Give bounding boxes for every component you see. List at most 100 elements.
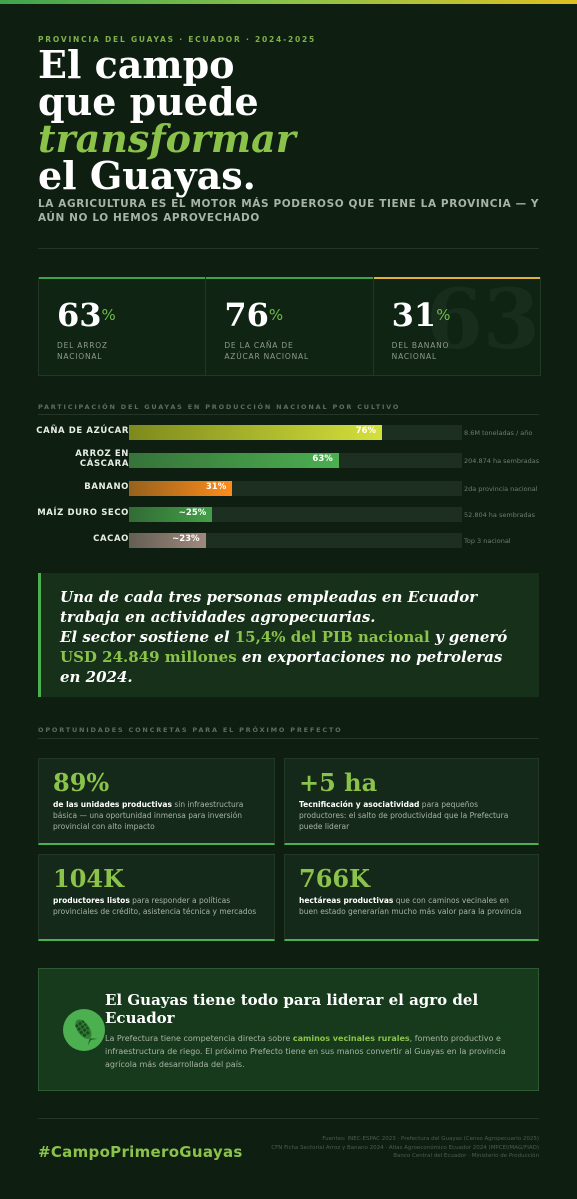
stat-unit: % (436, 306, 451, 324)
stat-label-line: NACIONAL (57, 352, 103, 361)
opportunity-card: 89% de las unidades productivas sin infr… (38, 758, 275, 845)
card-text-rest: para pequeños productores: el salto de p… (299, 800, 509, 831)
opportunity-card: +5 ha Tecnificación y asociatividad para… (284, 758, 539, 845)
divider (38, 414, 539, 415)
stat-accent-line (39, 277, 206, 279)
stat-label-line: DEL BANANO (391, 341, 450, 350)
card-text: productores listos para responder a polí… (53, 895, 260, 917)
opportunity-card: 766K hectáreas productivas que con camin… (284, 854, 539, 941)
stat-value: 63% (57, 298, 205, 332)
stat-rice: 63% DEL ARROZ NACIONAL (39, 277, 207, 375)
card-text-rest: que con caminos vecinales en buen estado… (299, 896, 522, 916)
card-text-bold: productores listos (53, 896, 130, 905)
bar-note: 2da provincia nacional (464, 485, 538, 493)
bar-track: 31% (129, 481, 462, 496)
headline-line-2: que puede (38, 79, 259, 124)
bar: ~23% (129, 533, 206, 548)
card-text-rest: sin infraestructura básica — una oportun… (53, 800, 244, 831)
subhead: LA AGRICULTURA ES EL MOTOR MÁS PODEROSO … (38, 198, 540, 224)
bar-category-label: CACAO (29, 534, 129, 544)
bar-category-label: ARROZ EN CÁSCARA (29, 449, 129, 469)
bar: 76% (129, 425, 383, 440)
cta-title: El Guayas tiene todo para liderar el agr… (105, 991, 479, 1027)
bar-value-label: ~25% (178, 508, 207, 518)
bar-row: ARROZ EN CÁSCARA 63% 204.874 ha sembradas (38, 449, 540, 474)
opportunity-card: 104K productores listos para responder a… (38, 854, 275, 941)
bar-row: CAÑA DE AZÚCAR 76% 8.6M toneladas / año (36, 422, 539, 446)
source-line: CFN Ficha Sectorial Arroz y Banano 2024 … (271, 1144, 539, 1151)
bar-category-label-line: CÁSCARA (79, 459, 129, 469)
bar-row: CACAO ~23% Top 3 nacional (38, 530, 539, 554)
card-text: hectáreas productivas que con caminos ve… (299, 895, 524, 917)
cta-body-text: , fomento productivo e infraestructura d… (105, 1034, 506, 1069)
source-line: Banco Central del Ecuador · Ministerio d… (393, 1153, 539, 1159)
bar: 31% (129, 481, 233, 496)
card-figure: 766K (299, 864, 370, 893)
bar-category-label: CAÑA DE AZÚCAR (29, 426, 129, 436)
source-line: Fuentes: INEC-ESPAC 2023 · Prefectura de… (322, 1136, 539, 1142)
stat-label-line: NACIONAL (391, 352, 437, 361)
hashtag: #CampoPrimeroGuayas (38, 1143, 243, 1161)
card-figure: 89% (53, 768, 110, 797)
opportunities-title: OPORTUNIDADES CONCRETAS PARA EL PRÓXIMO … (38, 726, 343, 734)
headline: El campo que puede transformar el Guayas… (38, 42, 296, 198)
sources: Fuentes: INEC-ESPAC 2023 · Prefectura de… (271, 1135, 539, 1161)
corn-icon-graphic (75, 1019, 98, 1046)
bar-category-label: BANANO (29, 482, 129, 492)
stat-value: 31% (392, 298, 540, 332)
card-text-bold: hectáreas productivas (299, 896, 394, 905)
stat-number: 76 (224, 296, 269, 334)
bar-category-label-line: CACAO (93, 534, 129, 544)
bar-note: 8.6M toneladas / año (464, 429, 533, 437)
stat-label-line: AZÚCAR NACIONAL (224, 352, 309, 361)
bar-category-label-line: CAÑA DE AZÚCAR (36, 426, 129, 436)
quote-highlight-gdp: 15,4% del PIB nacional (234, 628, 430, 646)
stat-accent-line (373, 277, 540, 279)
stat-number: 31 (391, 296, 437, 334)
employment-quote: Una de cada tres personas empleadas en E… (38, 573, 539, 697)
bar-note: Top 3 nacional (464, 537, 511, 545)
card-text-rest: para responder a políticas provinciales … (53, 896, 257, 916)
card-text: de las unidades productivas sin infraest… (53, 799, 260, 832)
bar-category-label-line: BANANO (84, 482, 129, 492)
stats-ghost-number: 63 (425, 272, 540, 368)
stat-unit: % (101, 306, 116, 324)
bar-track: ~23% (129, 533, 462, 548)
bar-track: 76% (129, 425, 462, 440)
chart-title: PARTICIPACIÓN DEL GUAYAS EN PRODUCCIÓN N… (38, 403, 401, 411)
stat-label-line: DEL ARROZ (57, 341, 108, 350)
quote-text: y generó (434, 628, 508, 646)
bar-category-label: MAÍZ DURO SECO (29, 508, 129, 518)
card-figure: +5 ha (299, 768, 378, 797)
quote-text: en exportaciones no petroleras en 2024. (60, 648, 503, 686)
card-text-bold: de las unidades productivas (53, 800, 172, 809)
bar-note: 52.804 ha sembradas (464, 511, 535, 519)
divider (38, 738, 539, 739)
card-figure: 104K (53, 864, 124, 893)
call-to-action-panel: El Guayas tiene todo para liderar el agr… (38, 968, 539, 1091)
card-text: Tecnificación y asociatividad para peque… (299, 799, 524, 832)
quote-highlight-exports: USD 24.849 millones (60, 648, 237, 666)
bar: ~25% (129, 507, 213, 522)
bar-track: 63% (129, 453, 462, 468)
stat-unit: % (268, 306, 284, 324)
top-accent-bar (0, 0, 577, 4)
stat-sugarcane: 76% DE LA CAÑA DE AZÚCAR NACIONAL (206, 277, 374, 375)
headline-line-1: El campo (38, 42, 235, 87)
bar-row: MAÍZ DURO SECO ~25% 52.804 ha sembradas (37, 504, 539, 528)
bar: 63% (129, 453, 339, 468)
stat-label: DE LA CAÑA DE AZÚCAR NACIONAL (224, 340, 372, 362)
stat-label-line: DE LA CAÑA DE (224, 341, 294, 350)
bar-note: 204.874 ha sembradas (464, 457, 540, 465)
bar-value-label: 63% (312, 454, 333, 464)
stat-accent-line (206, 277, 373, 279)
headline-line-3: transformar (38, 116, 296, 161)
quote-text: Una de cada tres personas empleadas en E… (60, 588, 478, 626)
stat-label: DEL ARROZ NACIONAL (57, 340, 205, 362)
bar-value-label: 31% (205, 482, 227, 492)
headline-line-4: el Guayas. (38, 153, 256, 198)
stat-number: 63 (57, 296, 102, 334)
bar-value-label: ~23% (172, 534, 200, 544)
bar-category-label-line: ARROZ EN (75, 449, 129, 459)
cta-body: La Prefectura tiene competencia directa … (105, 1032, 525, 1071)
